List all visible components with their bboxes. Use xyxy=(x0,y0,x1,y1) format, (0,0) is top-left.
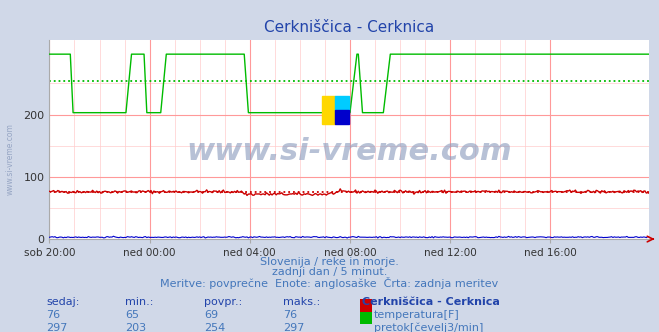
Bar xyxy=(322,96,335,124)
Text: temperatura[F]: temperatura[F] xyxy=(374,310,459,320)
Text: 69: 69 xyxy=(204,310,218,320)
Text: 203: 203 xyxy=(125,323,146,332)
Text: 254: 254 xyxy=(204,323,225,332)
Text: maks.:: maks.: xyxy=(283,297,321,307)
Text: Meritve: povprečne  Enote: anglosaške  Črta: zadnja meritev: Meritve: povprečne Enote: anglosaške Črt… xyxy=(160,277,499,289)
Text: www.si-vreme.com: www.si-vreme.com xyxy=(5,124,14,195)
Text: pretok[čevelj3/min]: pretok[čevelj3/min] xyxy=(374,323,483,332)
Text: 76: 76 xyxy=(46,310,60,320)
Bar xyxy=(335,110,349,124)
Text: sedaj:: sedaj: xyxy=(46,297,80,307)
Text: 76: 76 xyxy=(283,310,297,320)
Text: www.si-vreme.com: www.si-vreme.com xyxy=(186,137,512,166)
Text: Cerkniščica - Cerknica: Cerkniščica - Cerknica xyxy=(362,297,500,307)
Text: min.:: min.: xyxy=(125,297,154,307)
Title: Cerkniščica - Cerknica: Cerkniščica - Cerknica xyxy=(264,20,434,35)
Text: 297: 297 xyxy=(46,323,67,332)
Text: Slovenija / reke in morje.: Slovenija / reke in morje. xyxy=(260,257,399,267)
Text: zadnji dan / 5 minut.: zadnji dan / 5 minut. xyxy=(272,267,387,277)
Text: 297: 297 xyxy=(283,323,304,332)
Text: povpr.:: povpr.: xyxy=(204,297,243,307)
Bar xyxy=(335,96,349,110)
Text: 65: 65 xyxy=(125,310,139,320)
